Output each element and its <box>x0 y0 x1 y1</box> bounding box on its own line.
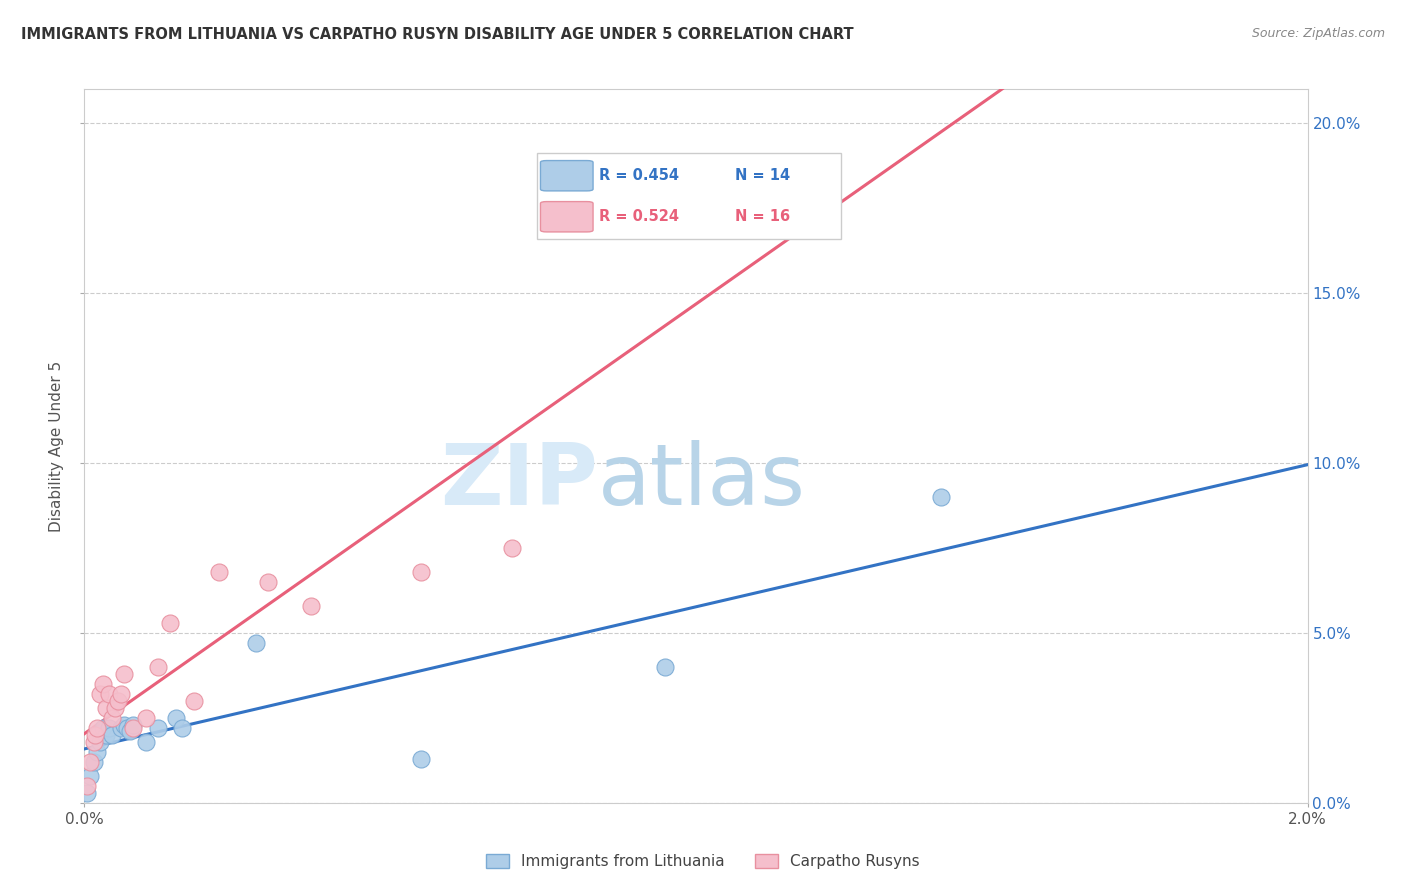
Point <box>94 728 117 742</box>
Legend: Immigrants from Lithuania, Carpatho Rusyns: Immigrants from Lithuania, Carpatho Rusy… <box>479 848 927 875</box>
Point <box>502 541 524 555</box>
Point <box>101 711 124 725</box>
Text: R = 0.454: R = 0.454 <box>599 169 679 183</box>
Point <box>165 711 187 725</box>
Point <box>929 490 952 504</box>
Point <box>172 721 194 735</box>
Point <box>245 636 267 650</box>
Point <box>110 687 132 701</box>
Text: Source: ZipAtlas.com: Source: ZipAtlas.com <box>1251 27 1385 40</box>
Point <box>409 751 432 765</box>
Text: atlas: atlas <box>598 440 806 524</box>
Point <box>654 660 676 674</box>
Point <box>76 779 98 793</box>
Point <box>89 734 111 748</box>
Point <box>624 218 647 232</box>
Point <box>110 721 132 735</box>
Point <box>97 721 120 735</box>
Point <box>104 700 127 714</box>
FancyBboxPatch shape <box>540 161 593 191</box>
FancyBboxPatch shape <box>540 202 593 232</box>
FancyBboxPatch shape <box>537 153 841 239</box>
Point <box>91 677 114 691</box>
Point <box>91 721 114 735</box>
Point <box>120 724 142 739</box>
Point <box>94 700 117 714</box>
Point <box>83 734 105 748</box>
Point <box>122 721 145 735</box>
Point <box>159 615 181 630</box>
Point <box>86 745 108 759</box>
Point <box>97 687 120 701</box>
Point <box>409 565 432 579</box>
Point <box>79 755 101 769</box>
Point <box>101 728 124 742</box>
Point <box>79 769 101 783</box>
Point <box>257 574 280 589</box>
Point <box>183 694 205 708</box>
Text: N = 16: N = 16 <box>735 210 790 224</box>
Point <box>112 666 135 681</box>
Y-axis label: Disability Age Under 5: Disability Age Under 5 <box>49 360 65 532</box>
Point <box>135 734 157 748</box>
Point <box>146 721 169 735</box>
Point <box>115 721 138 735</box>
Point <box>76 786 98 800</box>
Text: IMMIGRANTS FROM LITHUANIA VS CARPATHO RUSYN DISABILITY AGE UNDER 5 CORRELATION C: IMMIGRANTS FROM LITHUANIA VS CARPATHO RU… <box>21 27 853 42</box>
Point <box>107 694 129 708</box>
Point <box>112 717 135 731</box>
Text: N = 14: N = 14 <box>735 169 790 183</box>
Point <box>135 711 157 725</box>
Point <box>122 717 145 731</box>
Point <box>83 755 105 769</box>
Point <box>299 599 322 613</box>
Point <box>208 565 231 579</box>
Text: ZIP: ZIP <box>440 440 598 524</box>
Text: R = 0.524: R = 0.524 <box>599 210 679 224</box>
Point <box>84 728 107 742</box>
Point <box>146 660 169 674</box>
Point <box>86 721 108 735</box>
Point <box>89 687 111 701</box>
